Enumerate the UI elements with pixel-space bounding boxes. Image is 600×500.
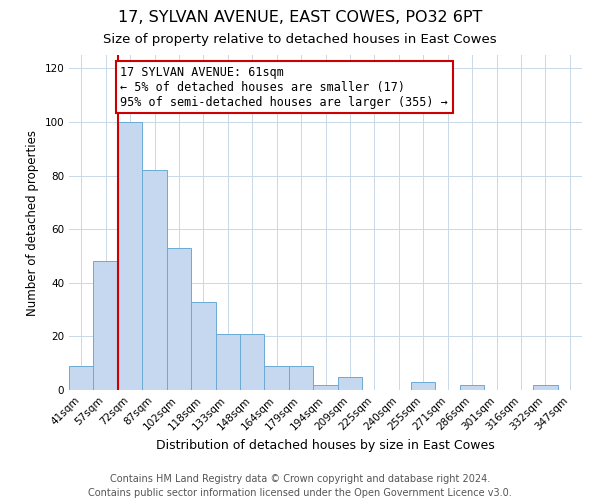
Bar bbox=[460, 384, 484, 390]
Bar bbox=[313, 384, 338, 390]
Bar bbox=[142, 170, 167, 390]
Bar bbox=[289, 366, 313, 390]
Bar bbox=[191, 302, 215, 390]
Bar bbox=[167, 248, 191, 390]
Bar bbox=[215, 334, 240, 390]
Text: 17 SYLVAN AVENUE: 61sqm
← 5% of detached houses are smaller (17)
95% of semi-det: 17 SYLVAN AVENUE: 61sqm ← 5% of detached… bbox=[120, 66, 448, 108]
Text: 17, SYLVAN AVENUE, EAST COWES, PO32 6PT: 17, SYLVAN AVENUE, EAST COWES, PO32 6PT bbox=[118, 10, 482, 25]
Bar bbox=[240, 334, 265, 390]
Bar bbox=[265, 366, 289, 390]
X-axis label: Distribution of detached houses by size in East Cowes: Distribution of detached houses by size … bbox=[156, 438, 495, 452]
Text: Size of property relative to detached houses in East Cowes: Size of property relative to detached ho… bbox=[103, 32, 497, 46]
Y-axis label: Number of detached properties: Number of detached properties bbox=[26, 130, 39, 316]
Bar bbox=[118, 122, 142, 390]
Bar bbox=[338, 376, 362, 390]
Text: Contains HM Land Registry data © Crown copyright and database right 2024.
Contai: Contains HM Land Registry data © Crown c… bbox=[88, 474, 512, 498]
Bar bbox=[94, 262, 118, 390]
Bar bbox=[533, 384, 557, 390]
Bar bbox=[411, 382, 436, 390]
Bar bbox=[69, 366, 94, 390]
